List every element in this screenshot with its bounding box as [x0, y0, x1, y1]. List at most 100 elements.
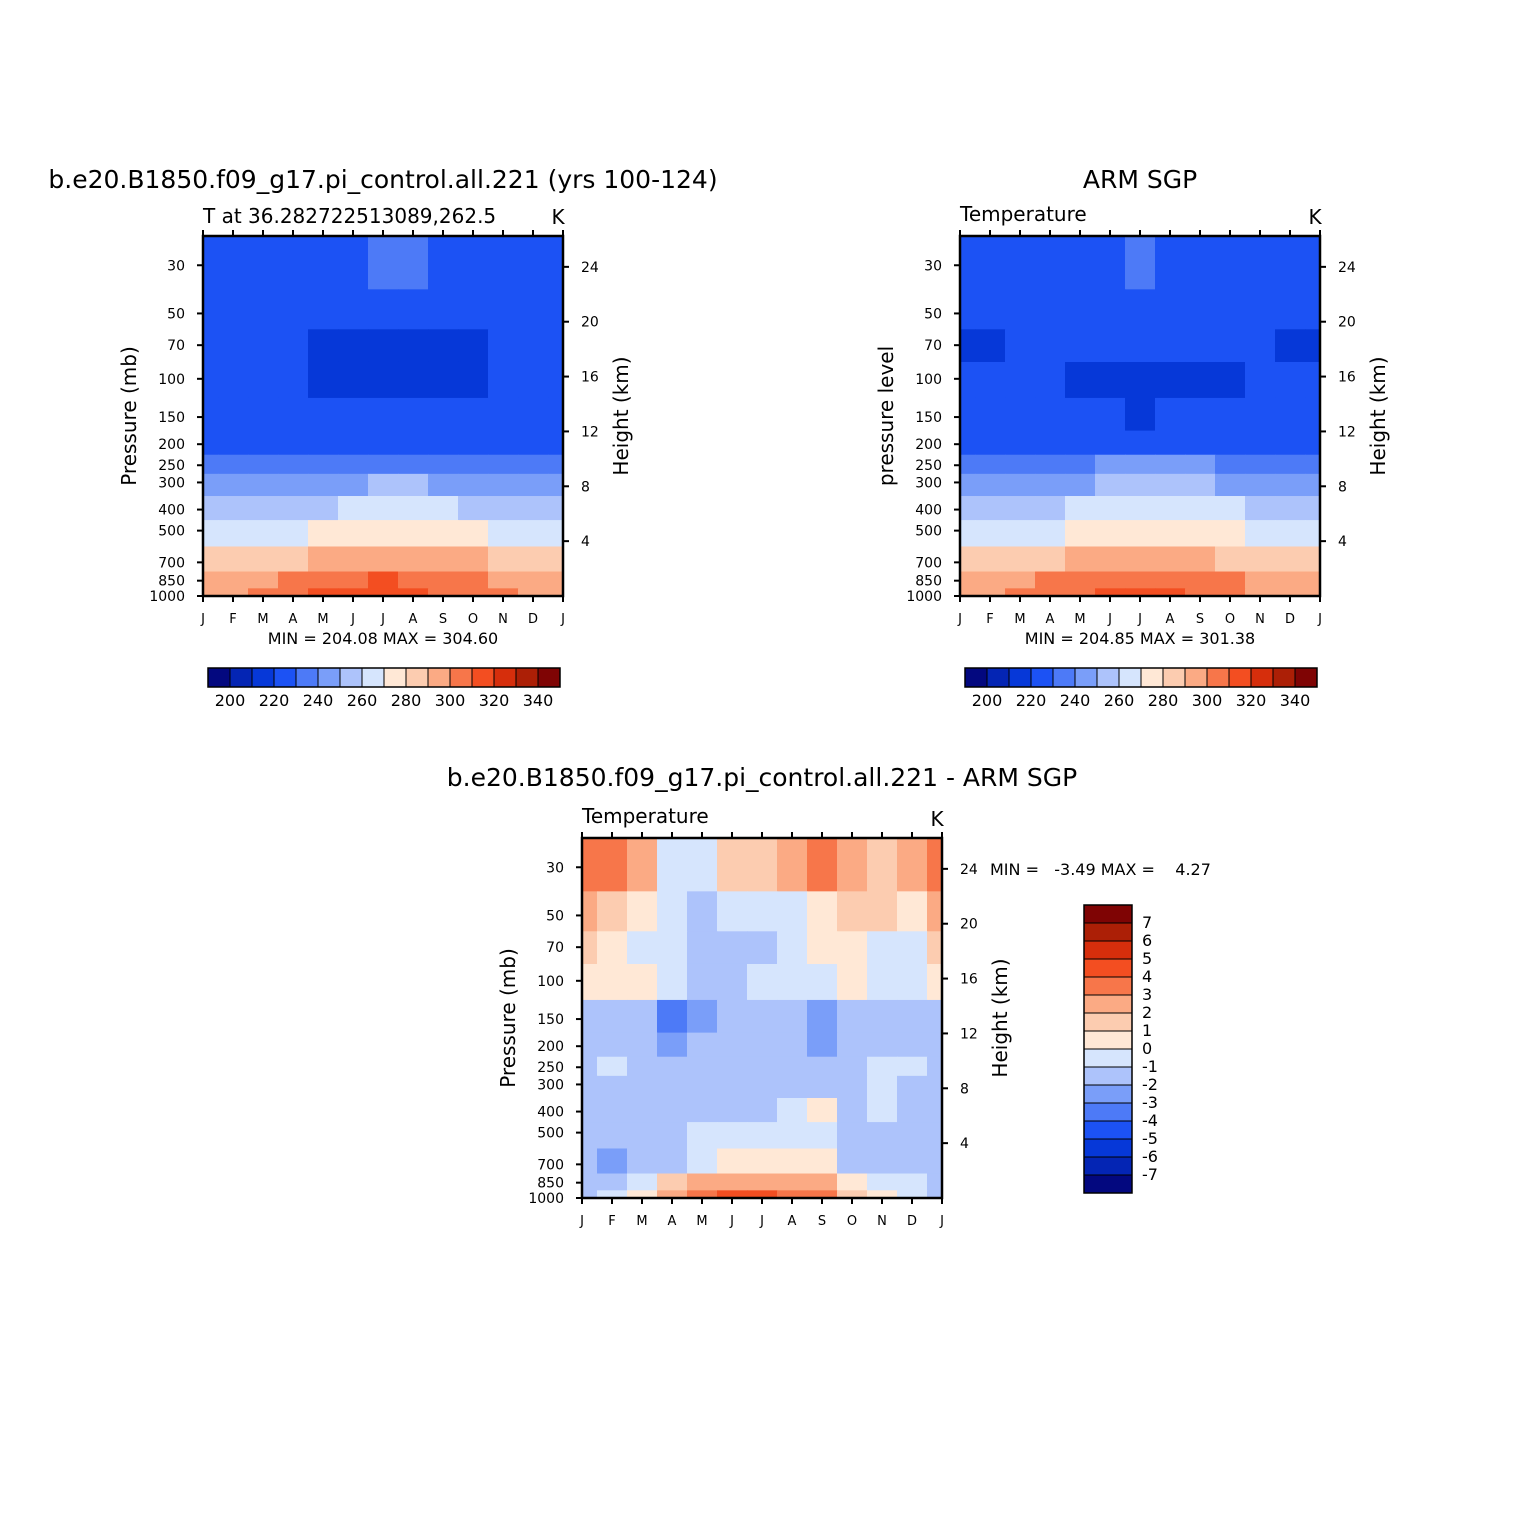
contour-cell: [518, 430, 549, 456]
contour-cell: [458, 329, 489, 363]
contour-cell: [278, 588, 309, 597]
y-tick-label: 400: [537, 1105, 564, 1121]
colorbar-label: -6: [1142, 1147, 1158, 1166]
contour-cell: [338, 473, 369, 497]
contour-cell: [248, 236, 279, 290]
contour-cell: [837, 1173, 868, 1191]
y-tick-label: 150: [915, 410, 942, 426]
contour-cell: [518, 496, 549, 521]
contour-cell: [1065, 571, 1096, 589]
contour-cell: [398, 430, 429, 456]
contour-cell: [747, 1173, 778, 1191]
contour-cell: [1095, 546, 1126, 573]
contour-cell: [1035, 496, 1066, 521]
colorbar-frame: [207, 667, 561, 688]
contour-cell: [747, 1032, 778, 1058]
contour-cell: [687, 1190, 718, 1199]
contour-cell: [597, 1056, 628, 1077]
contour-cell: [1035, 571, 1066, 589]
contour-cell: [1275, 361, 1306, 399]
contour-cell: [368, 588, 399, 597]
contour-cell: [927, 1148, 943, 1175]
contour-cell: [747, 1075, 778, 1099]
contour-cell: [582, 931, 598, 965]
x-tick-label: M: [317, 612, 328, 627]
y-tick-label: 200: [158, 437, 185, 453]
contour-cell: [777, 1173, 808, 1191]
contour-cell: [1095, 496, 1126, 521]
contour-cell: [687, 838, 718, 892]
contour-cell: [308, 520, 339, 548]
contour-cell: [1005, 520, 1036, 548]
contour-cell: [1275, 329, 1306, 363]
contour-cell: [717, 1173, 748, 1191]
contour-cell: [867, 891, 898, 932]
colorbar-label: 200: [972, 691, 1003, 710]
contour-cell: [338, 588, 369, 597]
y-right-tick-label: 4: [1338, 534, 1347, 550]
contour-cell: [1215, 571, 1246, 589]
contour-cell: [1005, 473, 1036, 497]
contour-cell: [975, 571, 1006, 589]
contour-cell: [1005, 329, 1036, 363]
contour-cell: [338, 430, 369, 456]
contour-cell: [867, 1056, 898, 1077]
contour-cell: [248, 329, 279, 363]
contour-cell: [1305, 588, 1321, 597]
colorbar-box: [1083, 1102, 1133, 1122]
contour-cell: [837, 963, 868, 1001]
contour-cell: [807, 1075, 838, 1099]
contour-cell: [867, 1075, 898, 1099]
panel1-units: K: [551, 205, 565, 229]
contour-cell: [548, 329, 564, 363]
contour-cell: [582, 1032, 598, 1058]
contour-cell: [308, 397, 339, 432]
contour-cell: [1065, 546, 1096, 573]
contour-cell: [248, 397, 279, 432]
colorbar-label: 4: [1142, 967, 1152, 986]
contour-cell: [278, 236, 309, 290]
x-tick-label: J: [939, 1214, 944, 1229]
colorbar-label: -2: [1142, 1075, 1158, 1094]
contour-cell: [203, 361, 219, 399]
y-tick-label: 300: [915, 475, 942, 491]
panel3-title: b.e20.B1850.f09_g17.pi_control.all.221 -…: [447, 763, 1077, 792]
contour-cell: [203, 588, 219, 597]
contour-cell: [218, 571, 249, 589]
contour-cell: [338, 236, 369, 290]
contour-cell: [717, 963, 748, 1001]
contour-cell: [717, 931, 748, 965]
contour-cell: [518, 520, 549, 548]
contour-cell: [867, 999, 898, 1034]
contour-cell: [582, 1148, 598, 1175]
contour-cell: [927, 1032, 943, 1058]
colorbar-box: [405, 667, 429, 688]
contour-cell: [1215, 473, 1246, 497]
contour-cell: [278, 329, 309, 363]
contour-cell: [278, 454, 309, 475]
contour-cell: [687, 1122, 718, 1150]
contour-cell: [518, 454, 549, 475]
colorbar-box: [1162, 667, 1186, 688]
contour-cell: [398, 329, 429, 363]
contour-cell: [777, 1032, 808, 1058]
colorbar-label: 280: [391, 691, 422, 710]
colorbar-box: [449, 667, 473, 688]
contour-cell: [717, 1098, 748, 1123]
contour-cell: [717, 1190, 748, 1199]
contour-cell: [1125, 571, 1156, 589]
contour-cell: [398, 454, 429, 475]
contour-cell: [338, 520, 369, 548]
contour-cell: [1125, 430, 1156, 456]
contour-cell: [867, 1190, 898, 1199]
contour-cell: [428, 236, 459, 290]
panel1-colorbar: 200 220 240 260 280 300 320 340: [207, 667, 561, 710]
panel3-ylabel: Pressure (mb): [496, 948, 520, 1088]
colorbar-label: 340: [523, 691, 554, 710]
contour-cell: [1305, 473, 1321, 497]
contour-cell: [428, 546, 459, 573]
colorbar-box: [493, 667, 517, 688]
contour-cell: [597, 1173, 628, 1191]
contour-cell: [458, 496, 489, 521]
contour-cell: [548, 473, 564, 497]
